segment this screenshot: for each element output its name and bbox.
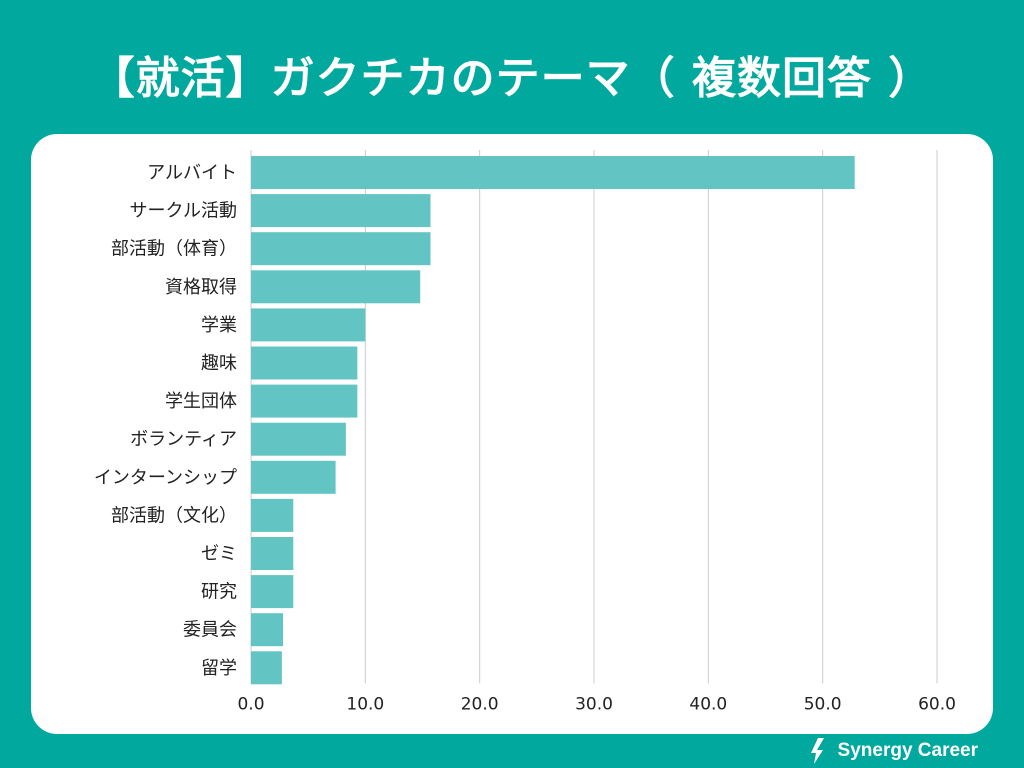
bar <box>251 613 284 647</box>
page-title: 【就活】ガクチカのテーマ（ 複数回答 ） <box>90 53 934 104</box>
category-label: アルバイト <box>147 163 237 184</box>
category-label: 資格取得 <box>165 277 237 298</box>
chart-card: 0.0 10.0 20.0 30.0 40.0 50.0 60.0 アルバイトサークル活動部活… <box>31 134 993 734</box>
bar <box>251 575 294 609</box>
category-label: 学生団体 <box>165 391 237 412</box>
category-label: インターンシップ <box>94 467 237 488</box>
category-label: サークル活動 <box>130 201 237 222</box>
synergy-logo-icon <box>810 738 824 764</box>
bar <box>251 270 421 304</box>
bar <box>251 194 431 228</box>
x-tick-label: 50.0 <box>804 694 842 714</box>
x-tick-label: 30.0 <box>575 694 613 714</box>
bar <box>251 232 431 266</box>
x-tick-label: 40.0 <box>689 694 727 714</box>
bar <box>251 460 336 494</box>
category-label: 部活動（文化） <box>111 505 237 526</box>
brand-logo: Synergy Career <box>810 738 978 764</box>
category-label: 留学 <box>201 658 237 679</box>
brand-name: Synergy Career <box>837 740 978 761</box>
bar <box>251 498 294 532</box>
category-label: 学業 <box>201 315 237 336</box>
category-label: ゼミ <box>201 544 237 565</box>
bar-chart: 0.0 10.0 20.0 30.0 40.0 50.0 60.0 アルバイトサークル活動部活… <box>94 150 956 714</box>
x-tick-label: 0.0 <box>237 694 264 714</box>
bar <box>251 651 282 685</box>
category-label: 委員会 <box>183 620 237 641</box>
x-tick-label: 60.0 <box>918 694 956 714</box>
bar <box>251 422 346 456</box>
bar <box>251 384 358 418</box>
category-label: 研究 <box>201 582 237 603</box>
bar <box>251 346 358 380</box>
bar <box>251 537 294 570</box>
x-tick-label: 10.0 <box>346 694 384 714</box>
x-tick-label: 20.0 <box>461 694 499 714</box>
category-label: 部活動（体育） <box>111 239 237 260</box>
bar <box>251 156 855 189</box>
bar <box>251 308 366 342</box>
category-label: ボランティア <box>130 429 237 450</box>
category-label: 趣味 <box>201 353 237 374</box>
